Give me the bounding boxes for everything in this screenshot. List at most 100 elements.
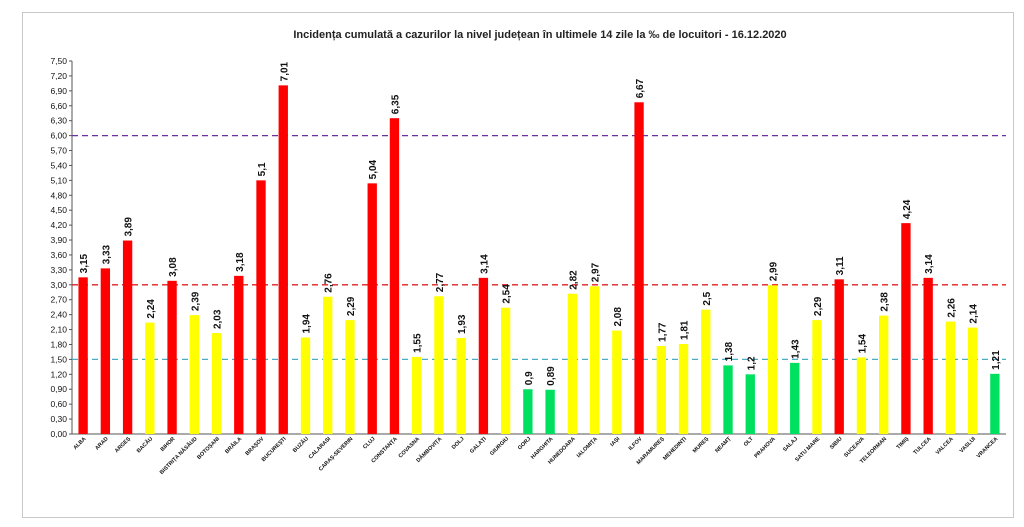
data-label: 6,35 [390, 94, 401, 114]
x-tick-label: IAȘI [609, 436, 621, 448]
x-tick-label: ILFOV [628, 436, 644, 452]
data-label: 1,55 [413, 333, 424, 353]
data-label: 0,89 [546, 366, 557, 386]
data-label: 1,21 [991, 350, 1002, 370]
bar [323, 296, 333, 434]
data-label: 2,08 [613, 307, 624, 327]
x-tick-label: VASLUI [959, 436, 978, 455]
bar [723, 365, 733, 434]
y-tick-label: 5,70 [50, 146, 67, 156]
x-tick-label: ARGEȘ [114, 436, 132, 454]
x-tick-label: BRĂILA [224, 435, 244, 455]
data-label: 1,81 [680, 320, 691, 340]
bar [234, 275, 244, 434]
x-tick-label: VRANCEA [976, 436, 999, 459]
bar [278, 85, 288, 435]
bar [990, 373, 1000, 434]
x-tick-label: BOTOȘANI [196, 436, 221, 461]
x-tick-label: MUREȘ [692, 436, 711, 455]
data-label: 3,89 [124, 217, 135, 237]
data-label: 2,38 [880, 292, 891, 312]
y-tick-label: 1,80 [50, 339, 67, 349]
y-tick-label: 6,30 [50, 116, 67, 126]
y-tick-label: 7,50 [50, 56, 67, 66]
x-tick-label: SIBIU [829, 436, 844, 451]
bar [567, 293, 578, 434]
y-tick-label: 6,60 [50, 101, 67, 111]
data-label: 7,01 [279, 61, 290, 81]
x-tick-label: SUCEAVA [843, 436, 866, 459]
data-label: 2,54 [502, 284, 513, 304]
y-tick-label: 4,80 [50, 190, 67, 200]
x-tick-label: OLT [743, 436, 755, 448]
x-tick-label: IALOMIȚA [576, 436, 599, 459]
data-label: 5,04 [368, 159, 379, 179]
x-tick-label: VALCEA [935, 436, 955, 456]
x-tick-label: NEAMȚ [714, 436, 733, 455]
data-label: 2,82 [568, 270, 579, 290]
x-tick-label: CLUJ [362, 436, 376, 450]
bar [834, 279, 844, 434]
y-tick-label: 3,60 [50, 250, 67, 260]
data-label: 2,29 [813, 296, 824, 316]
data-label: 2,26 [946, 298, 957, 318]
x-tick-label: GIURGIU [489, 436, 510, 457]
threshold-lines [72, 134, 1006, 361]
data-label: 2,76 [324, 273, 335, 293]
x-tick-label: COVASNA [398, 436, 421, 459]
bar [923, 277, 933, 434]
x-tick-label: ARAD [94, 436, 109, 451]
bar [189, 315, 199, 434]
data-label: 6,67 [635, 78, 646, 98]
data-label: 3,18 [235, 252, 246, 272]
bar [412, 356, 422, 434]
x-tick-label: BRAȘOV [245, 436, 266, 457]
bar [790, 362, 800, 434]
y-axis: 0,00 0,30 0,60 0,90 1,20 1,50 1,80 2,10 2,40 2,70… [50, 56, 1006, 439]
bar [434, 296, 444, 434]
bar [456, 338, 466, 434]
x-tick-label: MEHEDINȚI [662, 436, 688, 462]
data-label: 3,14 [924, 254, 935, 274]
bar [367, 183, 377, 434]
bar [812, 320, 822, 434]
data-label: 2,97 [591, 262, 602, 282]
bar [901, 223, 911, 434]
bar [856, 357, 867, 434]
bar [767, 285, 778, 434]
y-tick-label: 0,00 [50, 429, 67, 439]
y-tick-label: 0,60 [50, 399, 67, 409]
x-tick-label: DOLJ [451, 436, 466, 451]
data-label: 1,2 [746, 356, 757, 370]
y-tick-label: 5,40 [50, 160, 67, 170]
data-label: 2,39 [190, 291, 201, 311]
x-tick-label: BUZĂU [291, 435, 310, 454]
bar [211, 333, 222, 434]
bar [589, 286, 600, 434]
bar [656, 345, 666, 434]
x-tick-label: BACĂU [135, 435, 154, 454]
chart-title: Incidența cumulată a cazurilor la nivel … [293, 29, 786, 41]
bar [300, 337, 311, 434]
y-tick-label: 2,10 [50, 325, 67, 335]
x-tick-label: ALBA [72, 436, 87, 451]
bar [523, 389, 533, 434]
bar [345, 320, 355, 434]
y-tick-label: 0,30 [50, 414, 67, 424]
data-label: 3,11 [835, 256, 846, 275]
bar [879, 315, 889, 434]
y-tick-label: 1,20 [50, 369, 67, 379]
bar [478, 277, 489, 434]
data-label: 2,24 [146, 299, 157, 319]
y-tick-label: 0,90 [50, 384, 67, 394]
bar [145, 322, 155, 434]
x-tick-label: PRAHOVA [754, 436, 777, 459]
bar [78, 277, 88, 434]
bar [967, 327, 978, 434]
bar [612, 330, 622, 434]
data-label: 2,77 [435, 272, 446, 292]
data-label: 3,14 [479, 254, 490, 274]
x-tick-label: GORJ [517, 436, 532, 451]
y-tick-label: 3,90 [50, 235, 67, 245]
y-tick-label: 3,30 [50, 265, 67, 275]
